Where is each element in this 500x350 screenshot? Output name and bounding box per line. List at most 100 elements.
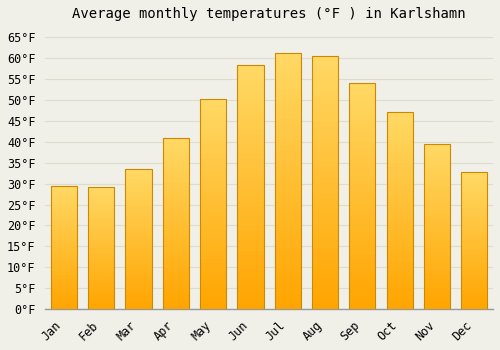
Bar [312, 66, 338, 71]
Bar [386, 270, 413, 274]
Bar [238, 241, 264, 246]
Bar [462, 279, 487, 282]
Bar [88, 302, 114, 304]
Bar [312, 76, 338, 81]
Bar [312, 71, 338, 76]
Bar [312, 122, 338, 127]
Bar [424, 279, 450, 283]
Bar [238, 163, 264, 168]
Bar [126, 284, 152, 287]
Bar [51, 205, 77, 208]
Bar [126, 191, 152, 194]
Bar [350, 286, 376, 291]
Bar [200, 208, 226, 212]
Bar [162, 282, 189, 285]
Bar [424, 214, 450, 217]
Bar [126, 241, 152, 244]
Bar [88, 228, 114, 231]
Bar [200, 154, 226, 158]
Bar [88, 250, 114, 253]
Bar [200, 280, 226, 284]
Bar [424, 270, 450, 273]
Bar [88, 255, 114, 258]
Bar [238, 129, 264, 134]
Bar [238, 231, 264, 236]
Bar [350, 228, 376, 232]
Bar [424, 273, 450, 276]
Bar [462, 273, 487, 276]
Bar [312, 167, 338, 172]
Bar [312, 137, 338, 142]
Bar [200, 242, 226, 246]
Bar [462, 287, 487, 290]
Bar [238, 299, 264, 304]
Bar [424, 171, 450, 174]
Bar [274, 247, 301, 253]
Bar [424, 296, 450, 299]
Bar [162, 258, 189, 261]
Bar [350, 88, 376, 92]
Bar [274, 278, 301, 284]
Bar [126, 244, 152, 247]
Bar [238, 294, 264, 299]
Bar [238, 173, 264, 177]
Bar [162, 210, 189, 213]
Bar [238, 275, 264, 280]
Bar [51, 245, 77, 247]
Bar [126, 270, 152, 273]
Bar [200, 179, 226, 183]
Bar [51, 191, 77, 193]
Bar [200, 112, 226, 116]
Bar [350, 119, 376, 124]
Bar [88, 262, 114, 265]
Bar [386, 120, 413, 124]
Bar [386, 258, 413, 262]
Bar [162, 199, 189, 203]
Bar [238, 114, 264, 119]
Bar [274, 130, 301, 135]
Bar [200, 263, 226, 267]
Bar [424, 246, 450, 250]
Bar [274, 74, 301, 78]
Bar [424, 158, 450, 161]
Bar [386, 207, 413, 211]
Bar [238, 221, 264, 226]
Bar [274, 191, 301, 196]
Bar [51, 240, 77, 243]
Bar [386, 289, 413, 293]
Bar [126, 247, 152, 250]
Bar [424, 181, 450, 184]
Bar [350, 241, 376, 246]
Bar [126, 250, 152, 253]
Bar [274, 104, 301, 109]
Bar [200, 137, 226, 141]
Bar [126, 261, 152, 264]
Bar [51, 247, 77, 250]
Bar [462, 208, 487, 211]
Bar [386, 211, 413, 215]
Bar [162, 251, 189, 254]
Bar [238, 168, 264, 173]
Bar [88, 297, 114, 299]
Bar [386, 254, 413, 258]
Bar [88, 187, 114, 309]
Bar [386, 116, 413, 120]
Bar [424, 293, 450, 296]
Bar [312, 284, 338, 289]
Bar [424, 230, 450, 233]
Bar [312, 198, 338, 203]
Bar [51, 238, 77, 240]
Bar [386, 124, 413, 128]
Bar [88, 189, 114, 191]
Bar [51, 228, 77, 230]
Bar [350, 237, 376, 241]
Bar [238, 192, 264, 197]
Bar [200, 221, 226, 225]
Bar [51, 287, 77, 289]
Bar [162, 234, 189, 237]
Bar [238, 99, 264, 104]
Bar [274, 253, 301, 258]
Bar [200, 149, 226, 154]
Bar [162, 145, 189, 148]
Bar [200, 145, 226, 149]
